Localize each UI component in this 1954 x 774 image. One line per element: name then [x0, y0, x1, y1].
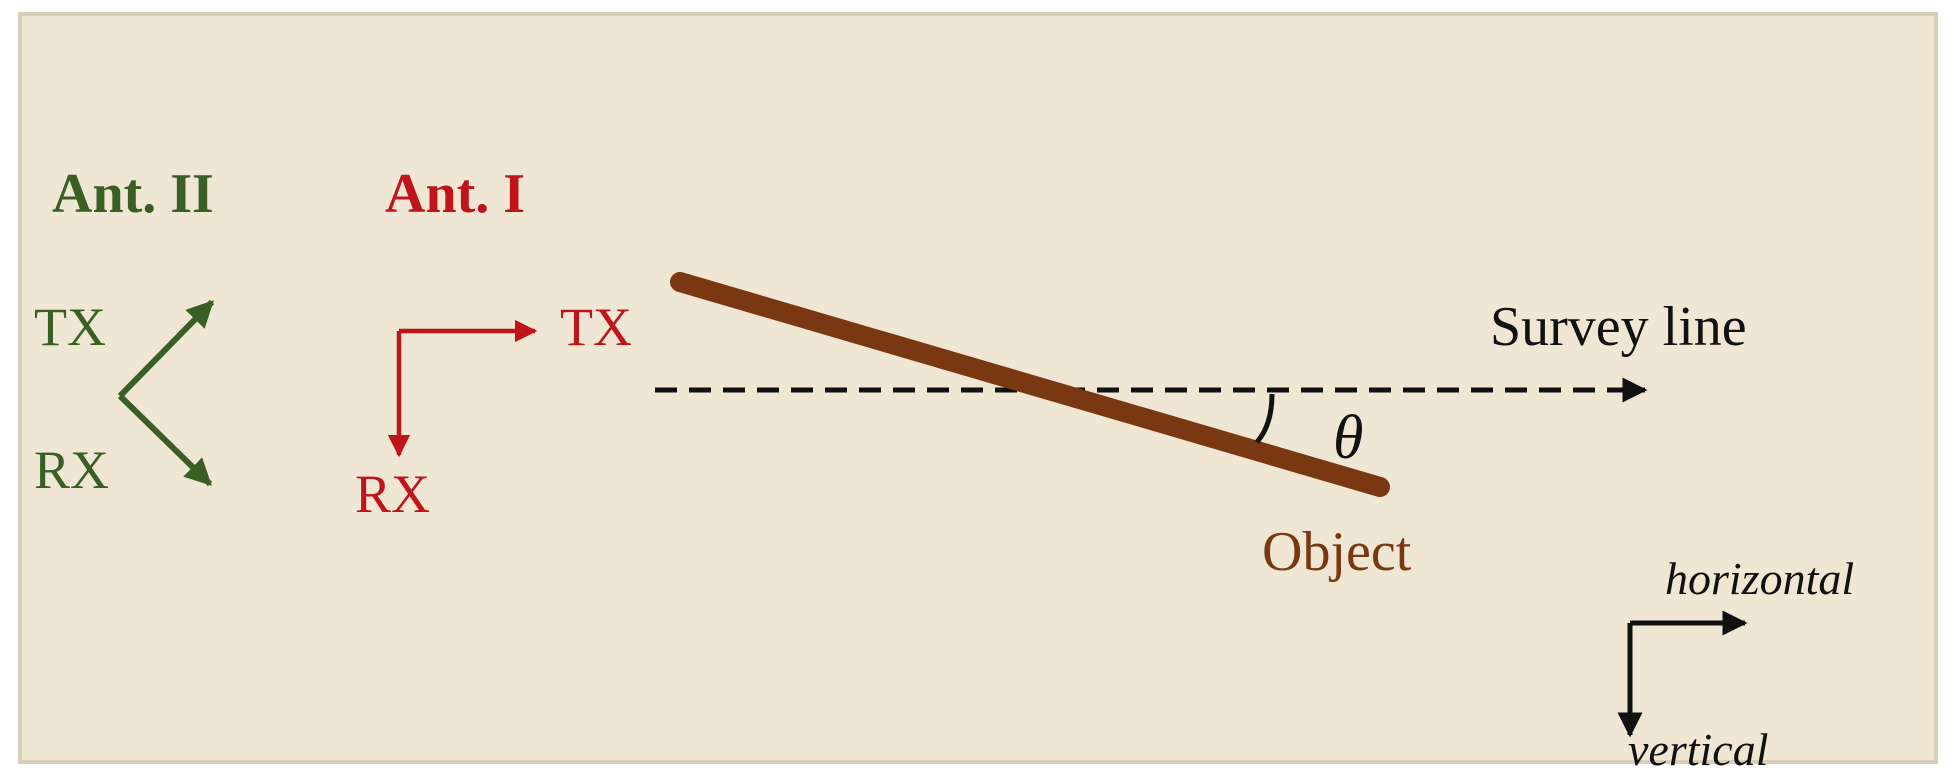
antenna-i-tx-label: TX: [560, 297, 632, 357]
antenna-ii-title: Ant. II: [52, 163, 214, 225]
antenna-ii-rx-label: RX: [34, 440, 109, 500]
survey-line-label: Survey line: [1490, 296, 1747, 358]
antenna-ii-tx-label: TX: [34, 297, 106, 357]
antenna-i-title: Ant. I: [385, 163, 525, 225]
antenna-i-rx-label: RX: [355, 464, 430, 524]
object-label: Object: [1262, 521, 1412, 583]
angle-symbol: θ: [1333, 404, 1363, 472]
vertical-axis-label: vertical: [1628, 724, 1769, 774]
horizontal-axis-label: horizontal: [1665, 553, 1854, 604]
